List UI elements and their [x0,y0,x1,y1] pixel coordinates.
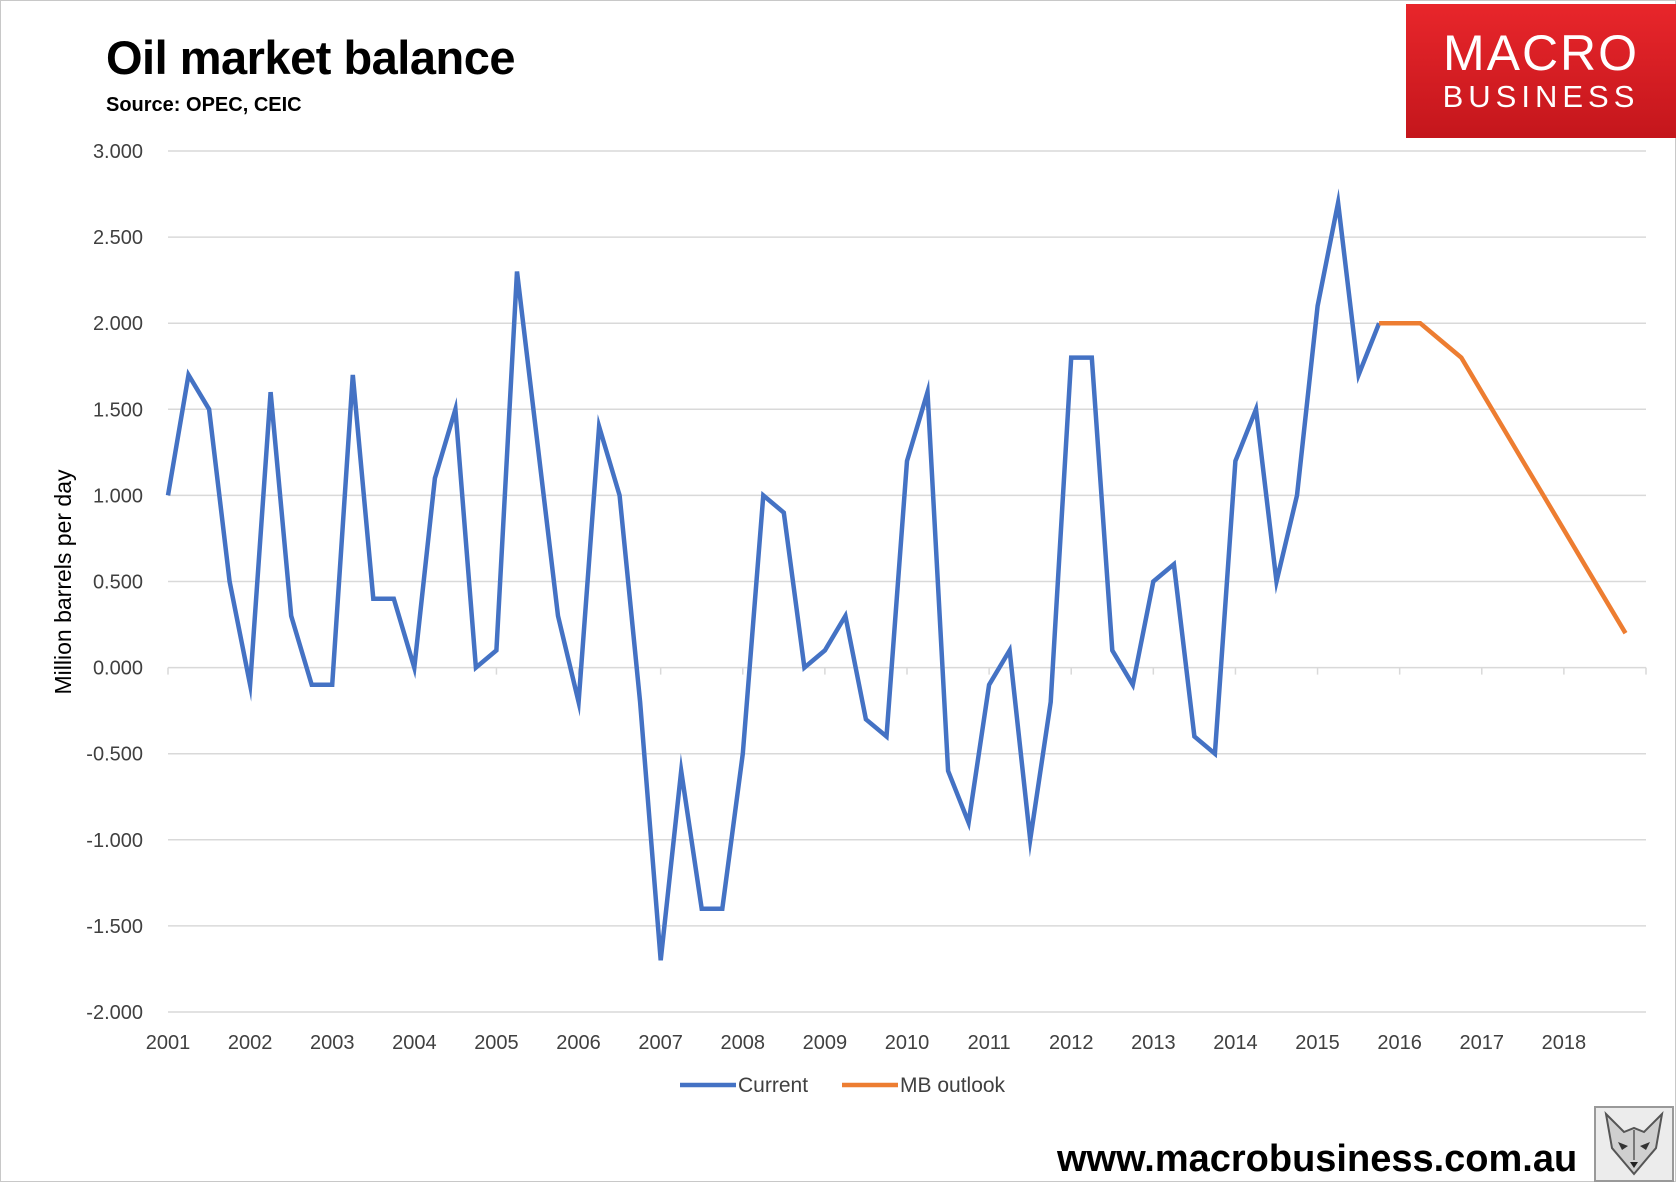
legend-label: Current [738,1074,808,1097]
website-url: www.macrobusiness.com.au [1057,1138,1578,1180]
x-tick-label: 2009 [803,1032,848,1054]
x-tick-label: 2002 [228,1032,273,1054]
x-tick-label: 2016 [1377,1032,1422,1054]
x-tick-label: 2018 [1542,1032,1587,1054]
x-tick-label: 2007 [638,1032,683,1054]
y-tick-label: 1.000 [93,485,143,507]
y-tick-label: 1.500 [93,399,143,421]
legend: Current MB outlook [680,1074,1006,1097]
y-tick-label: -1.000 [86,830,143,852]
x-axis-ticks: 2001 2002 2003 2004 2005 2006 2007 2008 2009 2010… [146,1032,1586,1054]
y-tick-label: -2.000 [86,1002,143,1024]
y-axis-ticks: 3.000 2.500 2.000 1.500 1.000 0.500 0.000 -0.50… [86,141,143,1024]
x-tick-label: 2014 [1213,1032,1258,1054]
y-tick-label: 0.000 [93,658,143,680]
x-tick-label: 2005 [474,1032,519,1054]
fox-icon [1594,1106,1674,1182]
y-tick-label: 0.500 [93,572,143,594]
y-tick-label: 2.500 [93,227,143,249]
x-tick-label: 2013 [1131,1032,1176,1054]
gridlines [167,150,1647,1013]
x-tick-label: 2011 [968,1032,1011,1054]
y-tick-label: 3.000 [93,141,143,163]
x-tick-label: 2006 [556,1032,601,1054]
logo-line-2: BUSINESS [1442,79,1640,114]
logo-line-1: MACRO [1442,25,1640,81]
y-axis-label: Million barrels per day [50,469,76,694]
x-tick-label: 2008 [721,1032,766,1054]
series-line-current [165,188,1382,961]
macrobusiness-logo: MACRO BUSINESS [1406,4,1676,138]
x-tick-label: 2017 [1460,1032,1505,1054]
series-line-mb-outlook [1379,320,1628,635]
y-tick-label: -1.500 [86,916,143,938]
x-tick-label: 2004 [392,1032,437,1054]
chart-title: Oil market balance [106,31,515,84]
legend-label: MB outlook [900,1074,1006,1097]
x-tick-label: 2003 [310,1032,355,1054]
chart-subtitle: Source: OPEC, CEIC [106,94,302,116]
x-tick-label: 2001 [146,1032,191,1054]
x-tick-label: 2012 [1049,1032,1094,1054]
series-lines [165,188,1628,961]
x-tick-label: 2010 [885,1032,930,1054]
y-tick-label: 2.000 [93,313,143,335]
y-tick-label: -0.500 [86,744,143,766]
x-tick-label: 2015 [1295,1032,1340,1054]
